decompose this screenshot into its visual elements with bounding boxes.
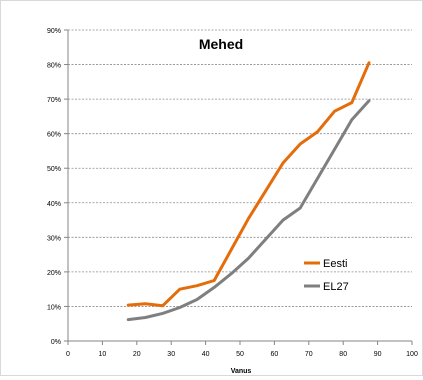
series-lines [126,61,371,322]
x-tick-label: 10 [99,351,107,358]
x-tick-label: 30 [167,351,175,358]
grid-lines [68,29,412,307]
x-tick-label: 40 [202,351,210,358]
y-tick-label: 20% [47,270,61,277]
x-tick-label: 50 [236,351,244,358]
legend: Eesti EL27 [304,258,349,293]
x-tick-label: 80 [339,351,347,358]
x-tick-label: 90 [374,351,382,358]
y-tick-label: 70% [47,97,61,104]
chart-title: Mehed [199,36,243,52]
line-chart: 0% 10% 20% 30% 40% 50% 60% 70% 80% 90% 0 10 20 30 40 5… [47,28,418,375]
y-tick-label: 30% [47,235,61,242]
legend-label: Eesti [323,258,347,270]
x-tick-label: 20 [133,351,141,358]
x-tick-label: 100 [406,351,418,358]
axes [64,29,413,345]
y-tick-label: 10% [47,304,61,311]
y-tick-labels: 0% 10% 20% 30% 40% 50% 60% 70% 80% 90% [47,28,61,346]
y-tick-label: 80% [47,63,61,70]
x-tick-label: 0 [66,351,70,358]
x-tick-labels: 0 10 20 30 40 50 60 70 80 90 100 [66,351,418,358]
legend-label: EL27 [323,281,349,293]
series-line-eesti [126,61,371,308]
y-tick-label: 40% [47,201,61,208]
x-tick-label: 60 [271,351,279,358]
y-tick-label: 0% [51,339,61,346]
x-axis-title: Vanus [231,368,252,375]
y-tick-label: 60% [47,132,61,139]
y-tick-label: 90% [47,28,61,35]
y-tick-label: 50% [47,166,61,173]
series-line-el27 [126,99,371,322]
x-tick-label: 70 [305,351,313,358]
